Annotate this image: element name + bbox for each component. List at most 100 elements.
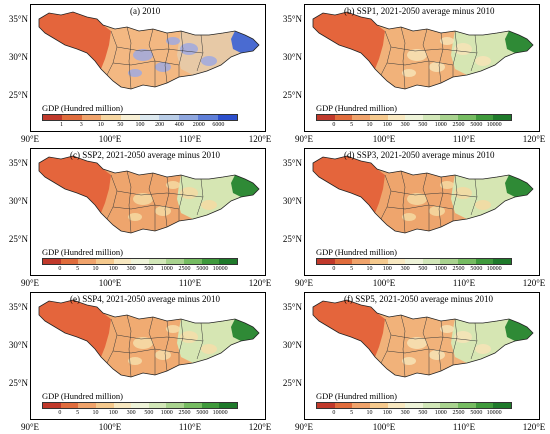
legend-swatch [219,403,238,408]
province-border [148,172,156,231]
west-region [313,156,385,213]
province-border [126,314,132,378]
legend-tick-label: 1 [60,122,64,128]
basin-outline [312,155,534,234]
map-frame [304,148,540,276]
legend-colorbar [316,402,512,409]
province-border [380,30,392,76]
basin-outline [312,11,534,90]
legend-swatch [43,115,63,120]
legend-swatch [78,259,96,264]
basin-map [38,11,260,90]
legend-tick-label: 300 [400,410,410,416]
legend-tick-label: 10000 [486,122,502,128]
value-patch [402,357,416,365]
latitude-label: 35°N [8,14,28,24]
legend-tick-label: 300 [400,122,410,128]
province-border [112,348,180,354]
longitude-label: 100°E [98,422,122,432]
legend-title: GDP (Hundred million) [42,247,123,257]
legend-swatch [159,115,179,120]
longitude-label: 100°E [372,134,396,144]
basin-map [312,11,534,90]
province-border [380,174,392,220]
province-border [106,30,118,76]
legend-swatch [352,259,370,264]
legend-tick-label: 500 [418,122,428,128]
legend-swatch [43,259,61,264]
legend-tick-label: 300 [126,410,136,416]
longitude-label: 120°E [522,422,546,432]
latitude-label: 35°N [282,302,302,312]
longitude-label: 110°E [452,134,476,144]
legend-swatch [60,259,79,264]
latitude-label: 30°N [282,52,302,62]
province-border [178,174,184,221]
value-patch [133,337,153,349]
basin-outline [38,299,260,378]
legend-swatch [113,403,132,408]
legend-swatch [166,403,185,408]
latitude-label: 25°N [282,378,302,388]
province-border [164,320,170,372]
value-patch [440,325,454,333]
legend-colorbar [42,402,238,409]
panel-title: (c) SSP2, 2021-2050 average minus 2010 [70,150,220,160]
legend-tick-label: 1000 [160,410,173,416]
legend-swatch [184,259,202,264]
province-border [116,334,204,342]
value-patch [429,206,445,216]
legend-tick-label: 2500 [452,266,465,272]
legend-title: GDP (Hundred million) [316,103,397,113]
province-border [178,318,184,365]
legend-tick-label: 5000 [470,266,483,272]
west-region [313,300,385,357]
legend-swatch [131,259,149,264]
delta-region [231,319,259,341]
basin-map [312,299,534,378]
legend-swatch [369,403,388,408]
panel-title: (e) SSP4, 2021-2050 average minus 2010 [70,294,220,304]
legend-tick-label: 100 [108,266,118,272]
longitude-label: 120°E [522,278,546,288]
legend-swatch [201,403,220,408]
value-patch [128,69,142,77]
latitude-label: 25°N [282,90,302,100]
panel-title: (d) SSP3, 2021-2050 average minus 2010 [344,150,495,160]
longitude-label: 90°E [20,134,40,144]
basin-map [312,155,534,234]
longitude-label: 110°E [452,422,476,432]
legend-colorbar [316,258,512,265]
longitude-label: 100°E [372,422,396,432]
west-region [39,12,111,69]
basin-outline [38,155,260,234]
province-border [386,60,454,66]
legend-tick-label: 2500 [452,410,465,416]
legend-colorbar [42,258,238,265]
basin-map [38,299,260,378]
value-patch [407,193,427,205]
legend-tick-label: 100 [382,410,392,416]
province-border [148,316,156,375]
legend-tick-label: 100 [382,122,392,128]
legend-tick-label: 200 [155,122,165,128]
legend-swatch [475,115,494,120]
legend-tick-label: 5000 [470,122,483,128]
legend-colorbar [316,114,512,121]
legend-swatch [184,403,202,408]
legend-swatch [113,259,132,264]
longitude-label: 90°E [294,134,314,144]
province-border [438,32,444,84]
province-border [438,176,444,228]
legend-swatch [334,115,353,120]
legend-tick-label: 2500 [178,266,191,272]
legend-swatch [387,259,406,264]
value-patch [429,62,445,72]
legend-swatch [458,115,476,120]
legend-tick-label: 1000 [434,122,447,128]
value-patch [407,49,427,61]
legend-swatch [458,403,476,408]
province-border [386,204,454,210]
legend-tick-label: 5 [350,266,354,272]
latitude-label: 30°N [282,196,302,206]
